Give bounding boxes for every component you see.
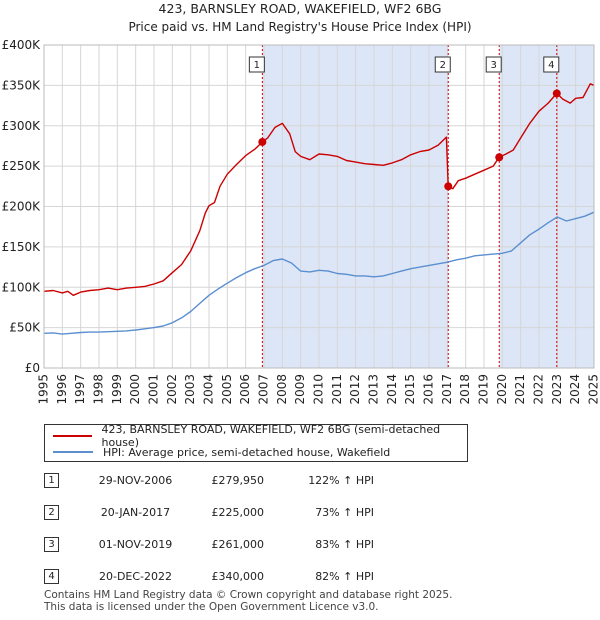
legend-swatch-blue bbox=[53, 451, 93, 453]
legend-item-hpi: HPI: Average price, semi-detached house,… bbox=[53, 444, 390, 460]
table-row: 2 20-JAN-2017 £225,000 73% ↑ HPI bbox=[44, 504, 464, 522]
sale-hpi-change: 83% ↑ HPI bbox=[315, 538, 374, 551]
price-chart: 423, BARNSLEY ROAD, WAKEFIELD, WF2 6BG P… bbox=[2, 1, 600, 405]
sale-hpi-change: 122% ↑ HPI bbox=[308, 474, 374, 487]
y-tick-label: £250K bbox=[2, 159, 42, 173]
x-tick-label: 1996 bbox=[55, 374, 69, 405]
y-tick-label: £0 bbox=[25, 361, 40, 375]
footer-line-copyright: Contains HM Land Registry data © Crown c… bbox=[44, 589, 453, 601]
y-tick-label: £200K bbox=[2, 200, 42, 214]
sale-marker bbox=[552, 89, 561, 98]
sale-label-box bbox=[248, 56, 265, 73]
footer-line-licence: This data is licensed under the Open Gov… bbox=[44, 601, 379, 613]
x-tick-label: 2012 bbox=[348, 374, 362, 405]
y-tick-label: £50K bbox=[9, 321, 41, 335]
x-tick-label: 1998 bbox=[92, 374, 106, 405]
sale-hpi-change: 82% ↑ HPI bbox=[315, 570, 374, 583]
sale-marker bbox=[444, 182, 453, 191]
legend-swatch-red bbox=[53, 435, 92, 437]
table-row: 1 29-NOV-2006 £279,950 122% ↑ HPI bbox=[44, 472, 464, 490]
x-tick-label: 2022 bbox=[532, 374, 546, 405]
sale-price: £340,000 bbox=[211, 570, 265, 583]
sale-label-number: 2 bbox=[440, 60, 446, 71]
x-tick-label: 2011 bbox=[330, 374, 344, 405]
x-tick-label: 2005 bbox=[220, 374, 234, 405]
x-tick-label: 2017 bbox=[440, 374, 454, 405]
x-tick-label: 2013 bbox=[367, 374, 381, 405]
legend: 423, BARNSLEY ROAD, WAKEFIELD, WF2 6BG (… bbox=[44, 423, 468, 462]
x-tick-label: 1997 bbox=[73, 374, 87, 405]
sale-number-badge: 3 bbox=[44, 537, 59, 552]
x-tick-label: 2007 bbox=[257, 374, 271, 405]
price-paid-line bbox=[43, 83, 595, 296]
x-tick-label: 2021 bbox=[513, 374, 527, 405]
x-tick-label: 2009 bbox=[293, 374, 307, 405]
x-tick-label: 2023 bbox=[550, 374, 564, 405]
chart-subtitle: Price paid vs. HM Land Registry's House … bbox=[128, 20, 471, 34]
x-tick-label: 2010 bbox=[312, 374, 326, 405]
y-tick-label: £300K bbox=[2, 119, 42, 133]
x-tick-label: 2016 bbox=[422, 374, 436, 405]
sale-label-box bbox=[434, 56, 451, 73]
sale-label-number: 4 bbox=[548, 60, 554, 71]
legend-label-hpi: HPI: Average price, semi-detached house,… bbox=[103, 445, 391, 459]
sale-price: £261,000 bbox=[211, 538, 265, 551]
x-tick-label: 2024 bbox=[568, 374, 582, 405]
sale-number-badge: 2 bbox=[44, 505, 59, 520]
table-row: 4 20-DEC-2022 £340,000 82% ↑ HPI bbox=[44, 568, 464, 586]
x-tick-label: 2025 bbox=[587, 374, 600, 405]
chart-title: 423, BARNSLEY ROAD, WAKEFIELD, WF2 6BG bbox=[159, 1, 442, 16]
x-tick-label: 2019 bbox=[477, 374, 491, 405]
x-tick-label: 2014 bbox=[385, 374, 399, 405]
y-tick-label: £350K bbox=[2, 78, 42, 92]
x-tick-label: 2008 bbox=[275, 374, 289, 405]
y-tick-label: £400K bbox=[2, 38, 42, 52]
legend-label-property: 423, BARNSLEY ROAD, WAKEFIELD, WF2 6BG (… bbox=[101, 423, 441, 449]
sale-label-number: 1 bbox=[254, 60, 260, 71]
sale-marker bbox=[258, 137, 267, 146]
x-tick-label: 2018 bbox=[458, 374, 472, 405]
x-tick-label: 2001 bbox=[147, 374, 161, 405]
plot-frame bbox=[43, 44, 595, 369]
table-row: 3 01-NOV-2019 £261,000 83% ↑ HPI bbox=[44, 536, 464, 554]
x-tick-label: 2020 bbox=[495, 374, 509, 405]
sale-date: 29-NOV-2006 bbox=[98, 474, 173, 487]
legend-item-property: 423, BARNSLEY ROAD, WAKEFIELD, WF2 6BG (… bbox=[53, 423, 467, 449]
x-tick-label: 2003 bbox=[183, 374, 197, 405]
x-tick-label: 2000 bbox=[128, 374, 142, 405]
x-tick-label: 2002 bbox=[165, 374, 179, 405]
x-tick-label: 1999 bbox=[110, 374, 124, 405]
sale-label-box bbox=[543, 56, 560, 73]
sale-number-badge: 1 bbox=[44, 473, 59, 488]
x-tick-label: 2015 bbox=[403, 374, 417, 405]
sale-price: £279,950 bbox=[211, 474, 265, 487]
sale-label-number: 3 bbox=[491, 60, 497, 71]
x-tick-label: 2004 bbox=[202, 374, 216, 405]
sale-hpi-change: 73% ↑ HPI bbox=[315, 506, 374, 519]
sale-label-box bbox=[485, 56, 502, 73]
sale-marker bbox=[495, 153, 504, 162]
sale-number-badge: 4 bbox=[44, 569, 59, 584]
footer-attribution: Contains HM Land Registry data © Crown c… bbox=[44, 589, 584, 613]
sale-price: £225,000 bbox=[211, 506, 265, 519]
sale-date: 20-JAN-2017 bbox=[100, 506, 171, 519]
sale-date: 01-NOV-2019 bbox=[98, 538, 173, 551]
y-tick-label: £100K bbox=[2, 280, 42, 294]
y-tick-label: £150K bbox=[2, 240, 42, 254]
hpi-line bbox=[43, 211, 595, 335]
x-tick-label: 2006 bbox=[238, 374, 252, 405]
sale-date: 20-DEC-2022 bbox=[98, 570, 173, 583]
x-tick-label: 1995 bbox=[37, 374, 51, 405]
